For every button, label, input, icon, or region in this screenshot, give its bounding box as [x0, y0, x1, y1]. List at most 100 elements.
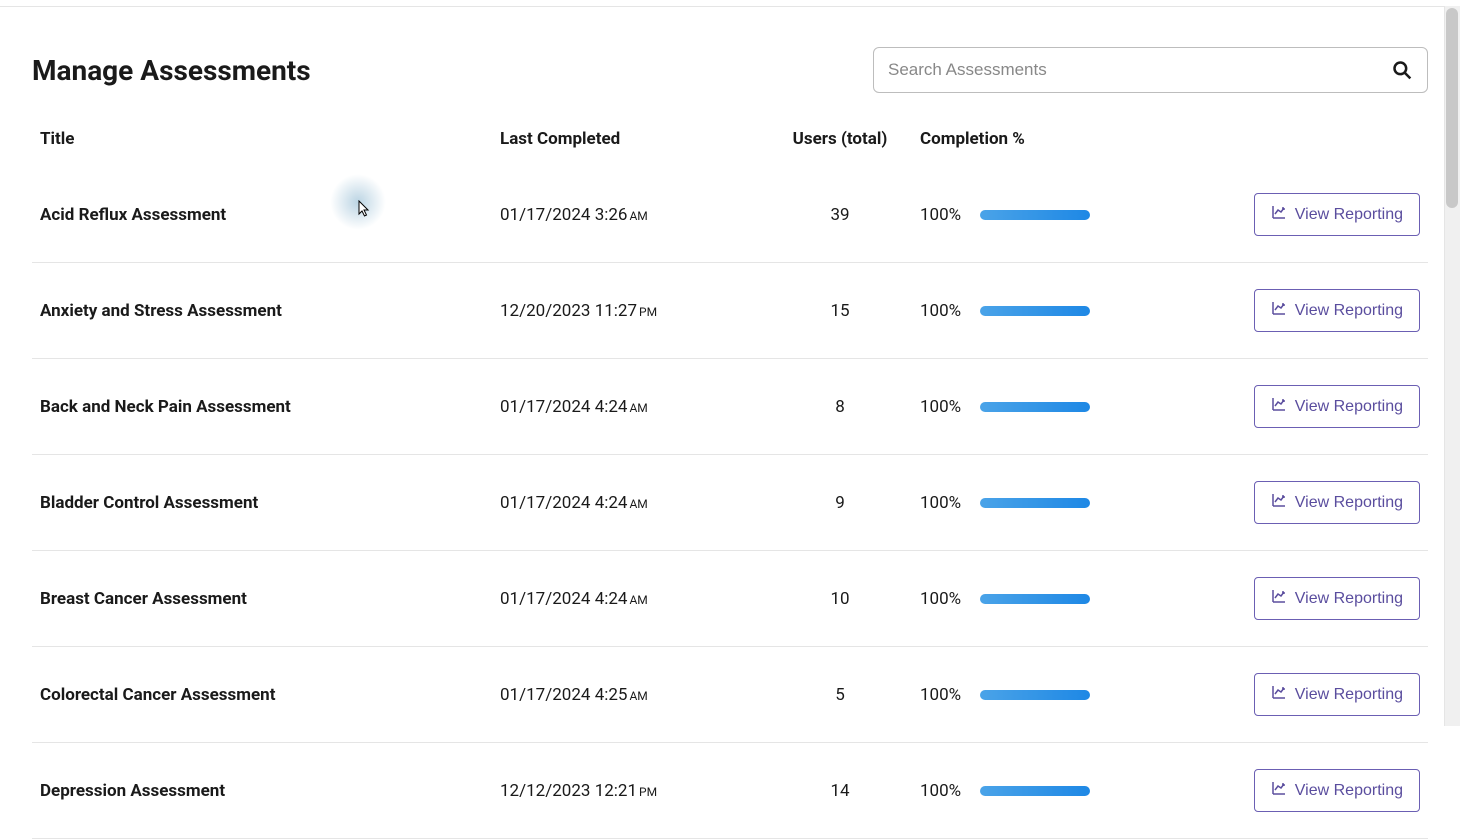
chart-icon [1271, 492, 1287, 513]
th-title: Title [40, 129, 500, 149]
cell-ampm: AM [629, 209, 647, 223]
page-title: Manage Assessments [32, 54, 311, 87]
cell-action: View Reporting [1180, 193, 1420, 236]
progress-bar [980, 498, 1090, 508]
cell-completion: 100% [920, 397, 1180, 417]
cell-date: 01/17/2024 [500, 493, 590, 513]
search-input[interactable] [873, 47, 1428, 93]
chart-icon [1271, 300, 1287, 321]
progress-bar [980, 402, 1090, 412]
progress-bar [980, 786, 1090, 796]
view-reporting-label: View Reporting [1295, 686, 1403, 704]
view-reporting-button[interactable]: View Reporting [1254, 193, 1420, 236]
cell-title: Bladder Control Assessment [40, 493, 500, 513]
cell-date: 01/17/2024 [500, 589, 590, 609]
cell-last-completed: 01/17/2024 3:26AM [500, 205, 760, 225]
cell-completion: 100% [920, 589, 1180, 609]
completion-pct: 100% [920, 493, 980, 513]
view-reporting-label: View Reporting [1295, 302, 1403, 320]
cell-users: 10 [760, 589, 920, 609]
cell-time: 4:24 [595, 493, 628, 513]
view-reporting-button[interactable]: View Reporting [1254, 481, 1420, 524]
cell-date: 01/17/2024 [500, 397, 590, 417]
cell-action: View Reporting [1180, 481, 1420, 524]
cell-date: 01/17/2024 [500, 205, 590, 225]
table-row: Anxiety and Stress Assessment 12/20/2023… [32, 263, 1428, 359]
cell-time: 4:24 [595, 397, 628, 417]
cell-date: 12/12/2023 [500, 781, 590, 801]
assessments-table: Title Last Completed Users (total) Compl… [32, 129, 1428, 839]
cell-ampm: AM [629, 689, 647, 703]
cell-time: 4:25 [595, 685, 628, 705]
view-reporting-button[interactable]: View Reporting [1254, 577, 1420, 620]
progress-bar [980, 306, 1090, 316]
cell-completion: 100% [920, 205, 1180, 225]
cell-action: View Reporting [1180, 577, 1420, 620]
cell-last-completed: 01/17/2024 4:24AM [500, 493, 760, 513]
cell-ampm: AM [629, 497, 647, 511]
cell-users: 9 [760, 493, 920, 513]
cell-last-completed: 01/17/2024 4:24AM [500, 397, 760, 417]
cell-ampm: PM [639, 785, 657, 799]
table-row: Bladder Control Assessment 01/17/2024 4:… [32, 455, 1428, 551]
view-reporting-button[interactable]: View Reporting [1254, 673, 1420, 716]
view-reporting-button[interactable]: View Reporting [1254, 769, 1420, 812]
cell-date: 12/20/2023 [500, 301, 590, 321]
table-row: Depression Assessment 12/12/2023 12:21PM… [32, 743, 1428, 839]
th-last-completed: Last Completed [500, 129, 760, 149]
cell-title: Depression Assessment [40, 781, 500, 801]
progress-bar [980, 594, 1090, 604]
cell-ampm: AM [629, 593, 647, 607]
scrollbar-thumb[interactable] [1446, 8, 1458, 208]
cell-action: View Reporting [1180, 289, 1420, 332]
cell-users: 5 [760, 685, 920, 705]
cell-action: View Reporting [1180, 769, 1420, 812]
view-reporting-button[interactable]: View Reporting [1254, 385, 1420, 428]
cell-users: 39 [760, 205, 920, 225]
view-reporting-label: View Reporting [1295, 494, 1403, 512]
cell-title: Back and Neck Pain Assessment [40, 397, 500, 417]
completion-pct: 100% [920, 397, 980, 417]
cell-title: Breast Cancer Assessment [40, 589, 500, 609]
completion-pct: 100% [920, 205, 980, 225]
cell-completion: 100% [920, 301, 1180, 321]
header-row: Manage Assessments [32, 47, 1428, 93]
cell-date: 01/17/2024 [500, 685, 590, 705]
cell-last-completed: 12/12/2023 12:21PM [500, 781, 760, 801]
table-row: Acid Reflux Assessment 01/17/2024 3:26AM… [32, 167, 1428, 263]
view-reporting-label: View Reporting [1295, 782, 1403, 800]
completion-pct: 100% [920, 589, 980, 609]
cell-ampm: PM [639, 305, 657, 319]
table-row: Colorectal Cancer Assessment 01/17/2024 … [32, 647, 1428, 743]
table-row: Breast Cancer Assessment 01/17/2024 4:24… [32, 551, 1428, 647]
cell-completion: 100% [920, 781, 1180, 801]
chart-icon [1271, 684, 1287, 705]
progress-bar [980, 690, 1090, 700]
cell-users: 8 [760, 397, 920, 417]
view-reporting-label: View Reporting [1295, 206, 1403, 224]
view-reporting-button[interactable]: View Reporting [1254, 289, 1420, 332]
cell-completion: 100% [920, 685, 1180, 705]
completion-pct: 100% [920, 781, 980, 801]
cell-last-completed: 01/17/2024 4:25AM [500, 685, 760, 705]
cell-last-completed: 01/17/2024 4:24AM [500, 589, 760, 609]
cell-title: Acid Reflux Assessment [40, 205, 500, 225]
completion-pct: 100% [920, 685, 980, 705]
progress-bar [980, 210, 1090, 220]
table-header: Title Last Completed Users (total) Compl… [32, 129, 1428, 167]
chart-icon [1271, 204, 1287, 225]
view-reporting-label: View Reporting [1295, 590, 1403, 608]
cell-completion: 100% [920, 493, 1180, 513]
cell-time: 3:26 [595, 205, 628, 225]
cell-time: 12:21 [595, 781, 637, 801]
cell-title: Anxiety and Stress Assessment [40, 301, 500, 321]
cell-users: 15 [760, 301, 920, 321]
search-icon[interactable] [1392, 60, 1412, 80]
scrollbar-track[interactable] [1444, 6, 1460, 726]
chart-icon [1271, 396, 1287, 417]
th-completion: Completion % [920, 129, 1180, 149]
cell-action: View Reporting [1180, 385, 1420, 428]
cell-users: 14 [760, 781, 920, 801]
table-row: Back and Neck Pain Assessment 01/17/2024… [32, 359, 1428, 455]
cell-last-completed: 12/20/2023 11:27PM [500, 301, 760, 321]
